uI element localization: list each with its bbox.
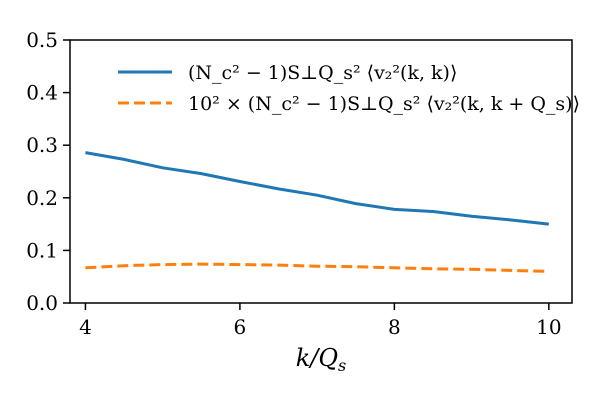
series-layer xyxy=(85,151,549,273)
y-tick-label: 0.5 xyxy=(26,28,58,52)
plot-area xyxy=(69,39,573,304)
x-axis-label: k/Qs xyxy=(296,344,347,375)
y-tick-label: 0.2 xyxy=(26,186,58,210)
y-axis-ticks: 0.0 0.1 0.2 0.3 0.4 0.5 xyxy=(26,28,70,315)
x-tick-label: 6 xyxy=(234,315,247,339)
legend-label-2: 10² × (N_c² − 1)S⊥Q_s² ⟨v₂²(k, k + Q_s)⟩ xyxy=(188,93,580,115)
x-axis-label-sub: s xyxy=(338,356,346,375)
x-tick-label: 8 xyxy=(388,315,401,339)
x-axis-label-k: k/Q xyxy=(296,344,338,372)
series-line-2 xyxy=(85,262,549,273)
legend-label-1: (N_c² − 1)S⊥Q_s² ⟨v₂²(k, k)⟩ xyxy=(188,62,457,84)
y-tick-label: 0.1 xyxy=(26,238,58,262)
series-line-1 xyxy=(85,151,549,226)
y-tick-label: 0.0 xyxy=(26,291,58,315)
x-tick-label: 4 xyxy=(79,315,92,339)
y-tick-label: 0.4 xyxy=(26,81,58,105)
x-tick-label: 10 xyxy=(536,315,561,339)
y-tick-label: 0.3 xyxy=(26,133,58,157)
legend: (N_c² − 1)S⊥Q_s² ⟨v₂²(k, k)⟩ 10² × (N_c² … xyxy=(118,62,580,115)
x-axis-ticks: 4 6 8 10 xyxy=(79,303,562,339)
